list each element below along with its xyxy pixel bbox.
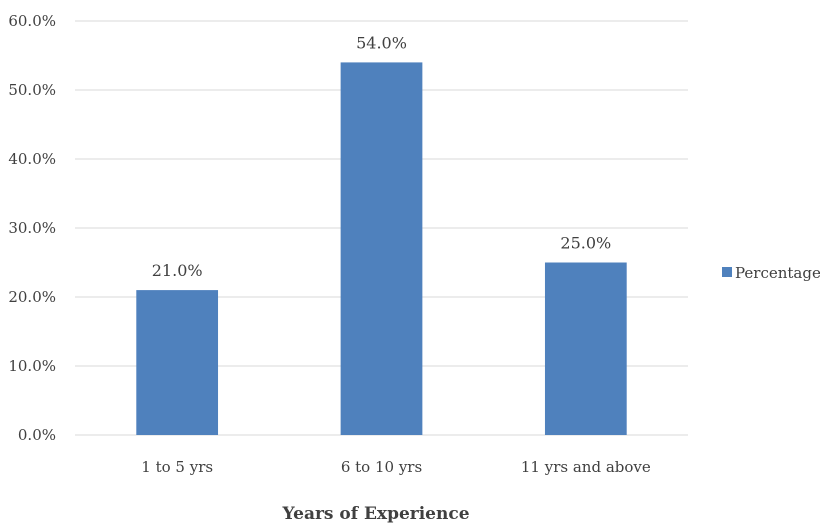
y-tick-label: 30.0% — [8, 219, 56, 237]
data-label: 54.0% — [356, 33, 407, 52]
legend-label-percentage: Percentage — [735, 264, 820, 282]
data-labels: 21.0% 54.0% 25.0% — [152, 33, 611, 280]
legend: Percentage — [722, 264, 820, 282]
x-tick-label: 11 yrs and above — [521, 458, 651, 476]
y-tick-label: 40.0% — [8, 150, 56, 168]
bar — [340, 62, 423, 436]
y-tick-label: 0.0% — [18, 426, 56, 444]
bar — [544, 262, 627, 435]
bars — [136, 62, 627, 436]
data-label: 21.0% — [152, 261, 203, 280]
legend-swatch-percentage — [722, 267, 732, 277]
x-axis-ticks: 1 to 5 yrs 6 to 10 yrs 11 yrs and above — [141, 458, 651, 476]
x-tick-label: 1 to 5 yrs — [141, 458, 213, 476]
y-tick-label: 50.0% — [8, 81, 56, 99]
y-tick-label: 20.0% — [8, 288, 56, 306]
bar — [136, 290, 219, 435]
y-axis-ticks: 0.0% 10.0% 20.0% 30.0% 40.0% 50.0% 60.0% — [8, 12, 56, 444]
data-label: 25.0% — [560, 234, 611, 253]
y-tick-label: 10.0% — [8, 357, 56, 375]
x-axis-title: Years of Experience — [281, 504, 469, 524]
y-tick-label: 60.0% — [8, 12, 56, 30]
x-tick-label: 6 to 10 yrs — [341, 458, 422, 476]
